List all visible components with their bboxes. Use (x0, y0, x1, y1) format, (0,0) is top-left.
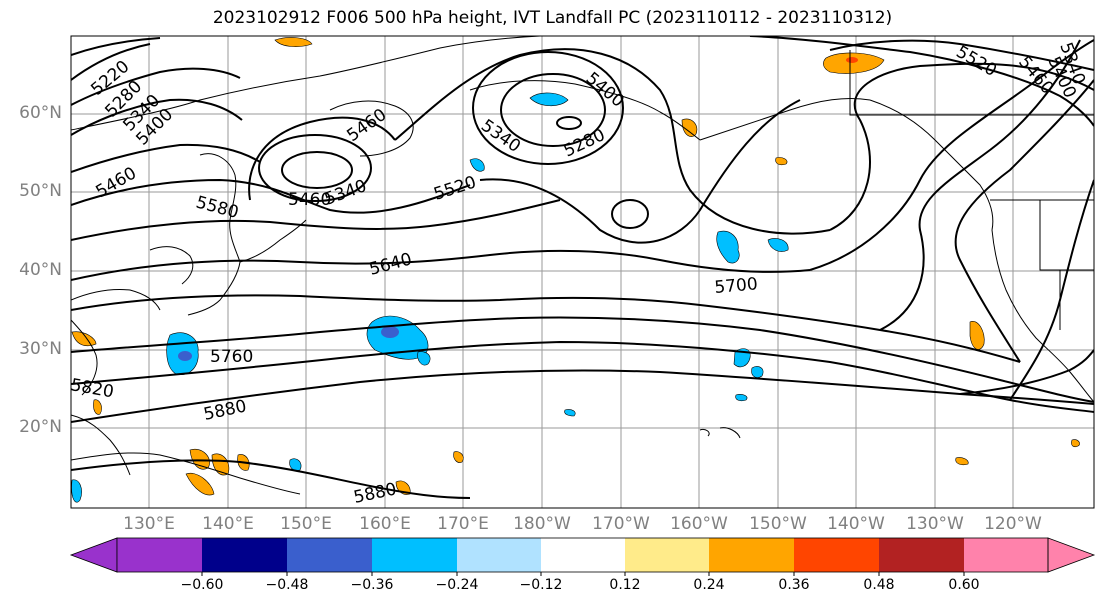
lat-label: 40°N (19, 260, 62, 280)
lon-label: 130°E (123, 514, 175, 534)
lon-label: 160°E (359, 514, 411, 534)
lat-label: 60°N (19, 103, 62, 123)
lat-label: 30°N (19, 339, 62, 359)
colorbar-tick-label: 0.12 (609, 577, 641, 593)
lon-label: 120°W (984, 514, 1042, 534)
contour-label: 5760 (210, 347, 253, 367)
lon-label: 170°W (592, 514, 650, 534)
colorbar (69, 537, 1096, 576)
colorbar-tick-label: −0.48 (265, 577, 309, 593)
lon-label: 130°W (906, 514, 964, 534)
lon-label: 140°W (827, 514, 885, 534)
colorbar-tick-label: 0.24 (693, 577, 725, 593)
colorbar-tick-label: 0.48 (863, 577, 895, 593)
colorbar-tick-label: −0.12 (519, 577, 563, 593)
coastlines (71, 36, 1094, 495)
map-title: 2023102912 F006 500 hPa height, IVT Land… (212, 8, 893, 28)
colorbar-tick-label: 0.36 (778, 577, 810, 593)
lon-label: 180°W (513, 514, 571, 534)
contour-label: 5700 (714, 274, 759, 298)
colorbar-tick-label: −0.36 (350, 577, 394, 593)
lat-label: 20°N (19, 417, 62, 437)
lon-label: 150°E (280, 514, 332, 534)
ivt-shading (71, 37, 1080, 503)
lat-label: 50°N (19, 181, 62, 201)
map-border (70, 35, 1095, 509)
lon-label: 170°E (437, 514, 489, 534)
colorbar-tick-label: −0.24 (435, 577, 479, 593)
lon-label: 160°W (670, 514, 728, 534)
contour-label: 5460 (288, 190, 331, 210)
colorbar-tick-label: 0.60 (948, 577, 980, 593)
lon-label: 140°E (202, 514, 254, 534)
height-contours (71, 36, 1094, 499)
lon-label: 150°W (749, 514, 807, 534)
map-background (71, 36, 1094, 508)
colorbar-tick-label: −0.60 (180, 577, 224, 593)
